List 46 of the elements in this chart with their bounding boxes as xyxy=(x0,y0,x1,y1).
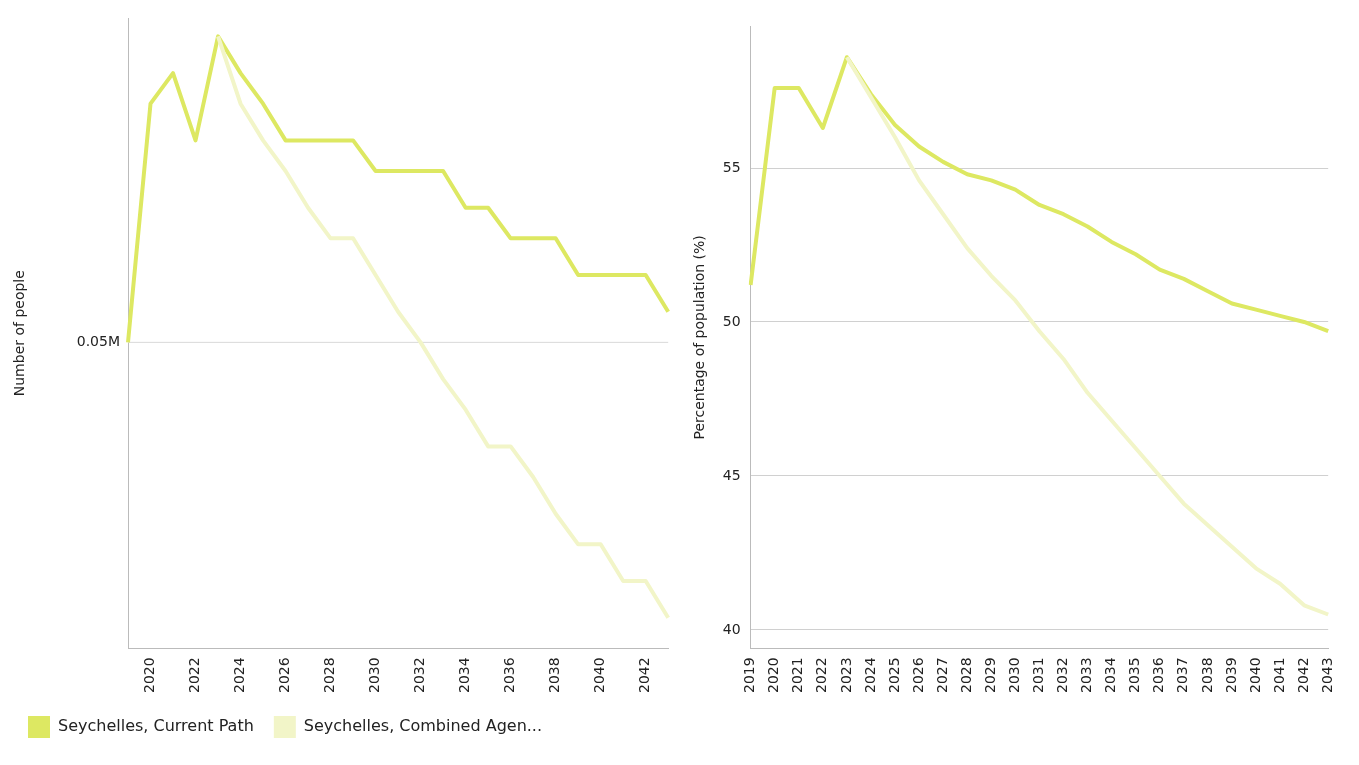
x-tick-label: 2028 xyxy=(957,657,974,694)
x-tick-label: 2037 xyxy=(1174,657,1191,694)
x-tick-label: 2040 xyxy=(1246,657,1263,694)
x-tick-label: 2030 xyxy=(1005,657,1022,694)
x-tick-label: 2026 xyxy=(276,657,293,694)
ref-line-label: 0.05M xyxy=(76,333,120,350)
y-tick-label: 45 xyxy=(722,466,741,483)
x-tick-label: 2025 xyxy=(885,657,902,694)
x-tick-label: 2019 xyxy=(741,657,758,694)
x-tick-label: 2042 xyxy=(1294,657,1311,694)
x-tick-label: 2039 xyxy=(1222,657,1239,694)
y-axis-title: Percentage of population (%) xyxy=(691,235,708,440)
x-tick-label: 2032 xyxy=(411,657,428,694)
x-tick-label: 2021 xyxy=(789,657,806,694)
legend-label: Seychelles, Current Path xyxy=(58,716,254,736)
x-tick-label: 2024 xyxy=(231,657,248,694)
x-tick-label: 2033 xyxy=(1078,657,1095,694)
x-tick-label: 2034 xyxy=(456,657,473,694)
x-tick-label: 2022 xyxy=(186,657,203,694)
x-tick-label: 2024 xyxy=(861,657,878,694)
x-tick-label: 2029 xyxy=(981,657,998,694)
x-tick-label: 2035 xyxy=(1126,657,1143,694)
x-tick-label: 2022 xyxy=(813,657,830,694)
x-tick-label: 2040 xyxy=(591,657,608,694)
y-tick-label: 40 xyxy=(722,620,741,637)
x-tick-label: 2023 xyxy=(837,657,854,694)
x-tick-label: 2034 xyxy=(1102,657,1119,694)
legend-label: Seychelles, Combined Agen... xyxy=(303,716,543,736)
y-axis-title: Number of people xyxy=(11,270,28,397)
x-tick-label: 2020 xyxy=(141,657,158,694)
x-tick-label: 2043 xyxy=(1318,657,1335,694)
x-tick-label: 2028 xyxy=(321,657,338,694)
x-tick-label: 2041 xyxy=(1270,657,1287,694)
x-tick-label: 2031 xyxy=(1030,657,1047,694)
x-tick-label: 2038 xyxy=(546,657,563,694)
x-tick-label: 2036 xyxy=(501,657,518,694)
x-tick-label: 2026 xyxy=(909,657,926,694)
y-tick-label: 50 xyxy=(722,312,741,329)
y-tick-label: 55 xyxy=(722,158,741,175)
x-tick-label: 2030 xyxy=(366,657,383,694)
x-tick-label: 2032 xyxy=(1054,657,1071,694)
x-tick-label: 2038 xyxy=(1198,657,1215,694)
x-tick-label: 2042 xyxy=(636,657,653,694)
x-tick-label: 2027 xyxy=(933,657,950,694)
x-tick-label: 2036 xyxy=(1150,657,1167,694)
x-tick-label: 2020 xyxy=(765,657,782,694)
